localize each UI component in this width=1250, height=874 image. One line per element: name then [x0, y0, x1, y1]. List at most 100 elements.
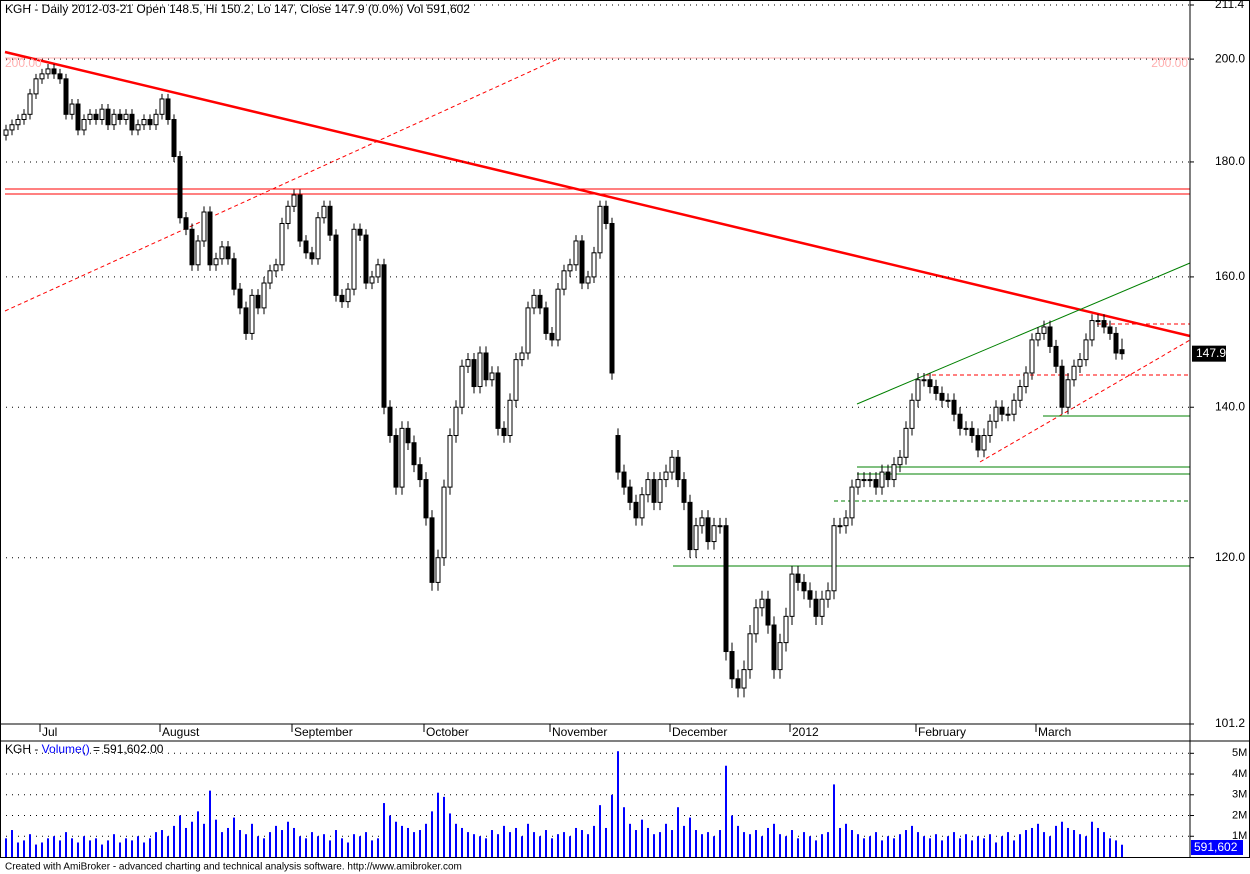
candle-body	[657, 479, 663, 503]
volume-bar	[989, 834, 991, 857]
volume-bar	[71, 838, 73, 857]
candle-body	[255, 294, 261, 309]
volume-bar	[611, 794, 613, 857]
volume-bar	[761, 836, 763, 857]
volume-bar	[347, 842, 349, 857]
candle-body	[231, 258, 237, 290]
volume-bar	[977, 836, 979, 857]
candle-body	[183, 217, 189, 230]
volume-bar	[221, 832, 223, 857]
candle-body	[723, 525, 729, 653]
x-tick-label: March	[1038, 725, 1071, 739]
candle-body	[933, 386, 939, 394]
volume-bar	[821, 834, 823, 857]
volume-bar	[1019, 834, 1021, 857]
candle-body	[867, 479, 873, 482]
candle-body	[117, 113, 123, 120]
last-volume-label: 591,602	[1194, 840, 1238, 854]
volume-bar	[11, 830, 13, 857]
volume-bar	[905, 830, 907, 857]
volume-title-part: = 591,602.00	[90, 742, 164, 756]
candle-body	[135, 124, 141, 131]
candle-body	[585, 276, 591, 284]
volume-bar	[899, 834, 901, 857]
volume-bar	[209, 790, 211, 857]
candle-body	[153, 113, 159, 126]
candle-body	[453, 406, 459, 437]
volume-bar	[371, 840, 373, 857]
candle-body	[225, 246, 231, 260]
volume-bar	[29, 834, 31, 857]
volume-bar	[965, 834, 967, 857]
x-tick-label: November	[552, 725, 607, 739]
volume-bar	[1049, 836, 1051, 857]
volume-bar	[461, 827, 463, 857]
candle-body	[885, 471, 891, 481]
volume-bar	[179, 815, 181, 857]
y-tick-label: 1M	[1232, 830, 1247, 842]
candle-body	[951, 399, 957, 415]
volume-bar	[341, 838, 343, 857]
candle-body	[1089, 320, 1095, 341]
candle-body	[297, 194, 303, 242]
volume-bar	[449, 813, 451, 857]
volume-bar	[995, 842, 997, 857]
candle-body	[477, 352, 483, 388]
volume-bar	[1067, 827, 1069, 857]
y-tick-label: 2M	[1232, 809, 1247, 821]
last-volume-box	[1191, 840, 1243, 855]
candle-body	[195, 240, 201, 266]
candle-body	[993, 406, 999, 422]
volume-bar	[23, 840, 25, 857]
x-tick-label: October	[426, 725, 469, 739]
trendline	[856, 262, 1191, 405]
volume-bar	[131, 840, 133, 857]
candle-body	[747, 633, 753, 671]
volume-bar	[833, 784, 835, 857]
candle-body	[417, 464, 423, 481]
candle-body	[753, 607, 759, 635]
volume-bar	[659, 832, 661, 857]
candle-body	[603, 205, 609, 224]
volume-bar	[407, 827, 409, 857]
candle-body	[471, 359, 477, 388]
volume-bar	[725, 765, 727, 857]
candle-body	[489, 372, 495, 381]
volume-bar	[959, 838, 961, 857]
candle-body	[447, 435, 453, 488]
candle-body	[861, 479, 867, 482]
volume-bar	[1073, 830, 1075, 857]
candle-body	[441, 486, 447, 559]
candle-body	[849, 486, 855, 519]
volume-bar	[1091, 821, 1093, 857]
candle-body	[465, 359, 471, 367]
volume-bar	[125, 838, 127, 857]
candle-body	[987, 420, 993, 437]
candle-body	[45, 68, 51, 75]
volume-bar	[173, 825, 175, 857]
volume-bar	[599, 805, 601, 857]
volume-bar	[485, 838, 487, 857]
candle-body	[381, 264, 387, 408]
volume-bar	[623, 807, 625, 857]
candle-body	[939, 392, 945, 401]
volume-bar	[827, 832, 829, 857]
volume-bar	[521, 836, 523, 857]
candle-body	[321, 205, 327, 219]
volume-bar	[95, 838, 97, 857]
volume-bar	[293, 827, 295, 857]
volume-bar	[239, 830, 241, 857]
candle-body	[597, 205, 603, 254]
candle-body	[681, 479, 687, 503]
volume-bar	[149, 838, 151, 857]
candle-body	[801, 581, 807, 592]
y-tick-label: 120.0	[1215, 550, 1245, 564]
candle-body	[501, 427, 507, 437]
candle-body	[63, 78, 69, 115]
volume-bar	[437, 792, 439, 857]
volume-bar	[953, 832, 955, 857]
volume-bar	[887, 836, 889, 857]
candle-body	[1107, 326, 1113, 334]
candle-body	[825, 590, 831, 600]
